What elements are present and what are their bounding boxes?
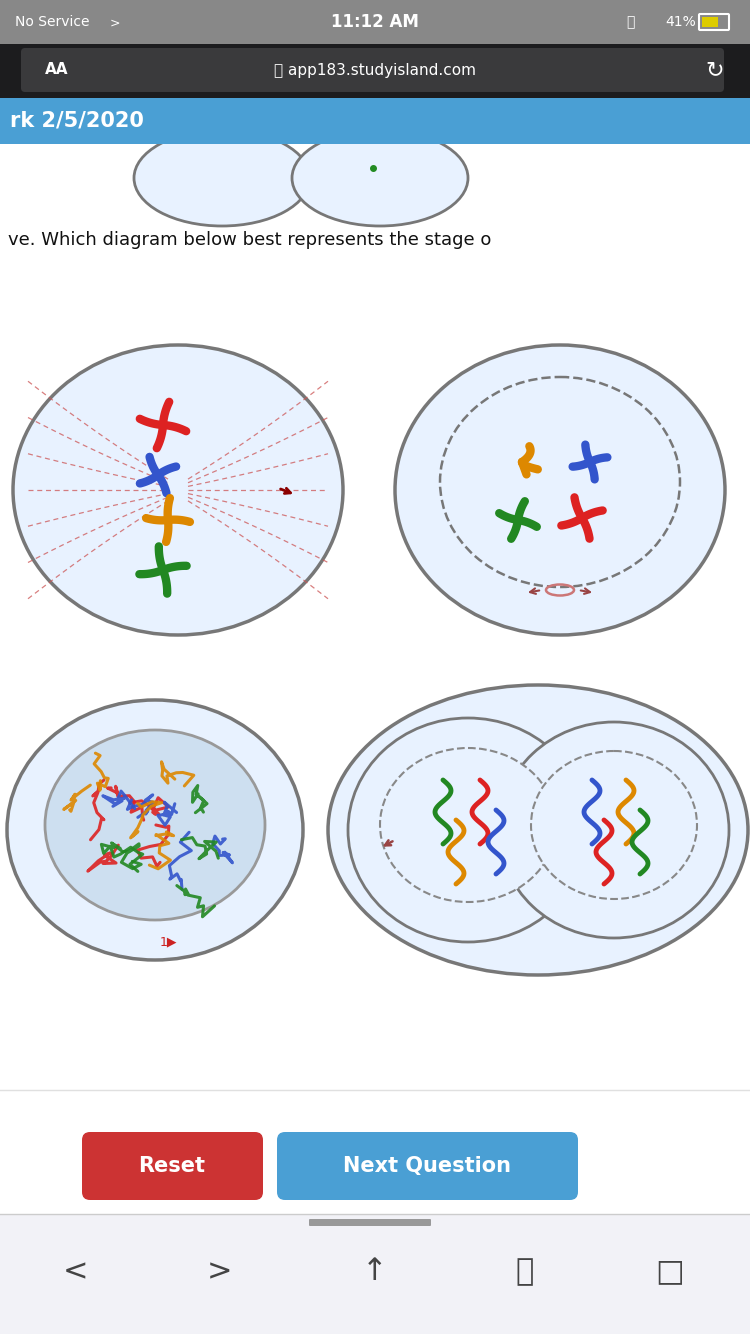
Text: 1▶: 1▶: [160, 935, 178, 948]
Ellipse shape: [7, 700, 303, 960]
FancyBboxPatch shape: [277, 1133, 578, 1201]
Text: □: □: [656, 1258, 685, 1286]
Text: 41%: 41%: [665, 15, 696, 29]
Text: Reset: Reset: [139, 1157, 206, 1177]
FancyBboxPatch shape: [82, 1133, 263, 1201]
Text: 📖: 📖: [516, 1258, 534, 1286]
Ellipse shape: [499, 722, 729, 938]
Ellipse shape: [395, 346, 725, 635]
Ellipse shape: [292, 129, 468, 225]
Text: ↻: ↻: [706, 60, 724, 80]
Bar: [0, 97, 750, 144]
Ellipse shape: [348, 718, 588, 942]
Text: >: >: [207, 1258, 232, 1286]
Ellipse shape: [440, 378, 680, 587]
Text: >: >: [110, 16, 121, 29]
Text: 11:12 AM: 11:12 AM: [331, 13, 419, 31]
Text: No Service: No Service: [15, 15, 89, 29]
Bar: [0, 44, 750, 97]
Ellipse shape: [328, 684, 748, 975]
Ellipse shape: [380, 748, 556, 902]
FancyBboxPatch shape: [21, 48, 724, 92]
FancyBboxPatch shape: [309, 1219, 431, 1226]
Bar: [702, 17, 718, 27]
Ellipse shape: [13, 346, 343, 635]
Text: ↑: ↑: [362, 1258, 388, 1286]
Text: ve. Which diagram below best represents the stage o: ve. Which diagram below best represents …: [8, 231, 491, 249]
Text: AA: AA: [45, 63, 68, 77]
Ellipse shape: [45, 730, 265, 920]
Bar: [0, 1214, 750, 1334]
Bar: [0, 144, 750, 1214]
Bar: [0, 0, 750, 44]
Ellipse shape: [531, 751, 697, 899]
Ellipse shape: [134, 129, 310, 225]
Text: <: <: [62, 1258, 88, 1286]
Text: Next Question: Next Question: [343, 1157, 511, 1177]
Text: rk 2/5/2020: rk 2/5/2020: [10, 111, 144, 131]
Text: ⏰: ⏰: [626, 15, 634, 29]
Text: 🔒 app183.studyisland.com: 🔒 app183.studyisland.com: [274, 63, 476, 77]
